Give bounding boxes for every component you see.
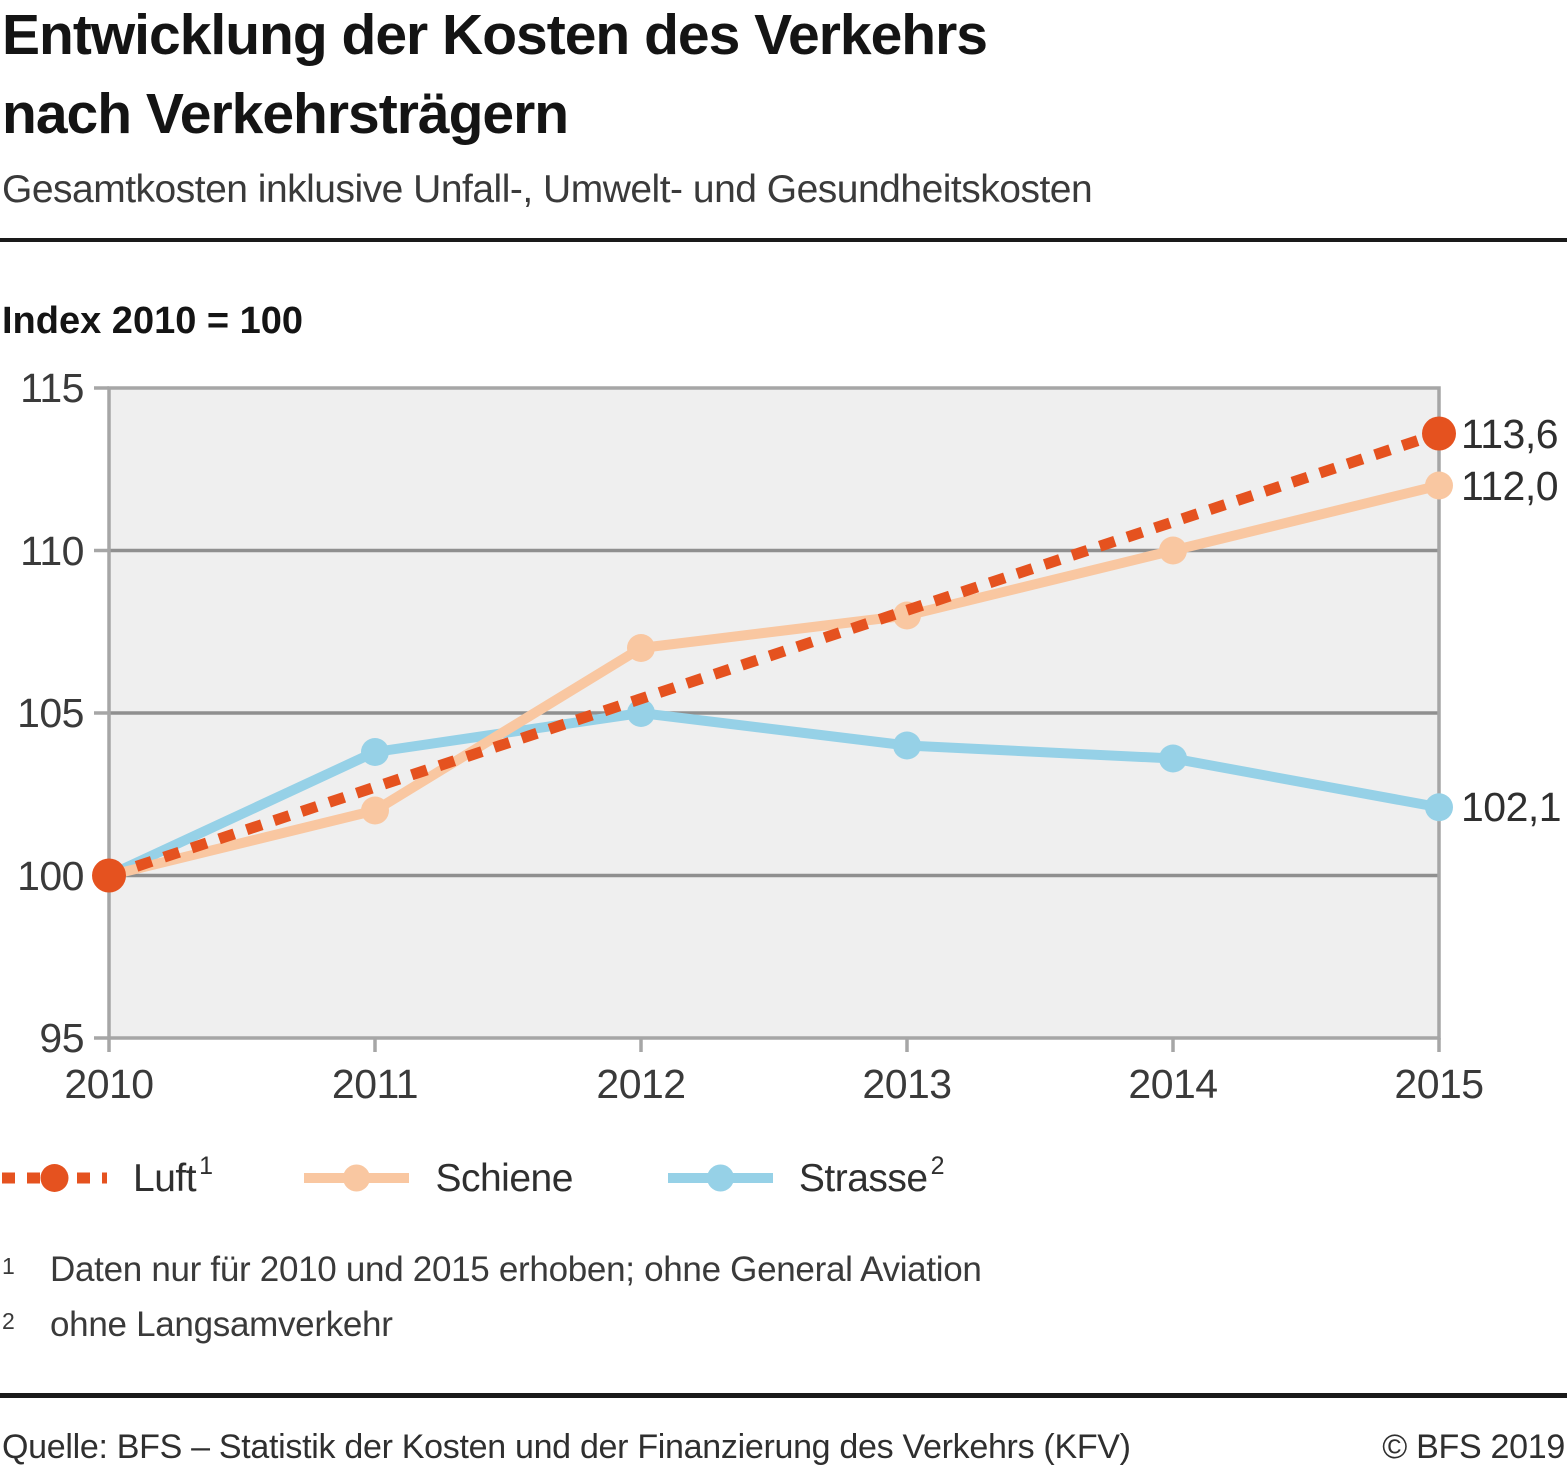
legend-label-strasse-text: Strasse [798,1157,928,1200]
y-axis-tick-label: 100 [17,852,84,899]
x-axis-tick-label: 2011 [331,1061,419,1107]
plot-area-svg [92,386,1456,1052]
footnote-2-text: ohne Langsamverkehr [50,1305,393,1344]
x-axis-tick-label: 2013 [862,1061,952,1107]
legend-item-strasse: Strasse 2 [667,1152,945,1201]
footnote-1: 1 Daten nur für 2010 und 2015 erhoben; o… [2,1248,982,1292]
legend-item-schiene: Schiene [304,1155,573,1201]
y-axis-tick-label: 105 [17,690,84,736]
legend-label-strasse: Strasse 2 [798,1152,945,1201]
schiene-line-icon [304,1164,410,1192]
page-title: Entwicklung der Kosten des Verkehrs nach… [2,3,988,146]
legend-label-luft-footnote-marker: 1 [199,1152,213,1180]
footnotes: 1 Daten nur für 2010 und 2015 erhoben; o… [2,1248,982,1358]
x-axis-tick-label: 2010 [64,1061,154,1107]
legend-label-luft-text: Luft [133,1157,197,1200]
legend-label-luft: Luft 1 [133,1152,213,1201]
legend-label-strasse-footnote-marker: 2 [930,1152,945,1180]
top-divider [0,238,1567,242]
page-subtitle: Gesamtkosten inklusive Unfall-, Umwelt- … [2,168,1093,211]
series-end-value-label: 112,0 [1461,462,1559,509]
footnote-2-marker: 2 [2,1308,15,1334]
footnote-2: 2 ohne Langsamverkehr [2,1303,982,1347]
y-axis-tick-label: 110 [20,527,84,574]
footnote-1-marker: 1 [2,1253,15,1279]
bottom-divider [0,1393,1567,1398]
legend: Luft 1 Schiene Strasse 2 [2,1150,1036,1206]
y-axis-tick-label: 95 [39,1015,84,1061]
series-end-value-label: 113,6 [1461,410,1559,457]
legend-label-schiene-text: Schiene [435,1157,573,1200]
y-axis-tick-label: 115 [20,365,84,411]
chart: 95 100 105 110 115 2010 2011 2012 2013 2014 2015 11… [0,365,1567,1115]
legend-label-schiene: Schiene [435,1155,573,1201]
footnote-1-text: Daten nur für 2010 und 2015 erhoben; ohn… [50,1250,982,1289]
series-end-value-label: 102,1 [1461,784,1562,831]
x-axis-tick-label: 2015 [1394,1061,1484,1107]
source-text: Quelle: BFS – Statistik der Kosten und d… [2,1428,1131,1466]
x-axis-tick-label: 2014 [1128,1061,1218,1107]
copyright-text: © BFS 2019 [1382,1428,1565,1466]
source-row: Quelle: BFS – Statistik der Kosten und d… [2,1428,1565,1467]
legend-item-luft: Luft 1 [2,1152,213,1201]
luft-dotted-line-icon [2,1164,107,1192]
strasse-line-icon [667,1164,773,1192]
y-axis-unit-label: Index 2010 = 100 [2,300,304,342]
x-axis-tick-label: 2012 [596,1061,686,1107]
